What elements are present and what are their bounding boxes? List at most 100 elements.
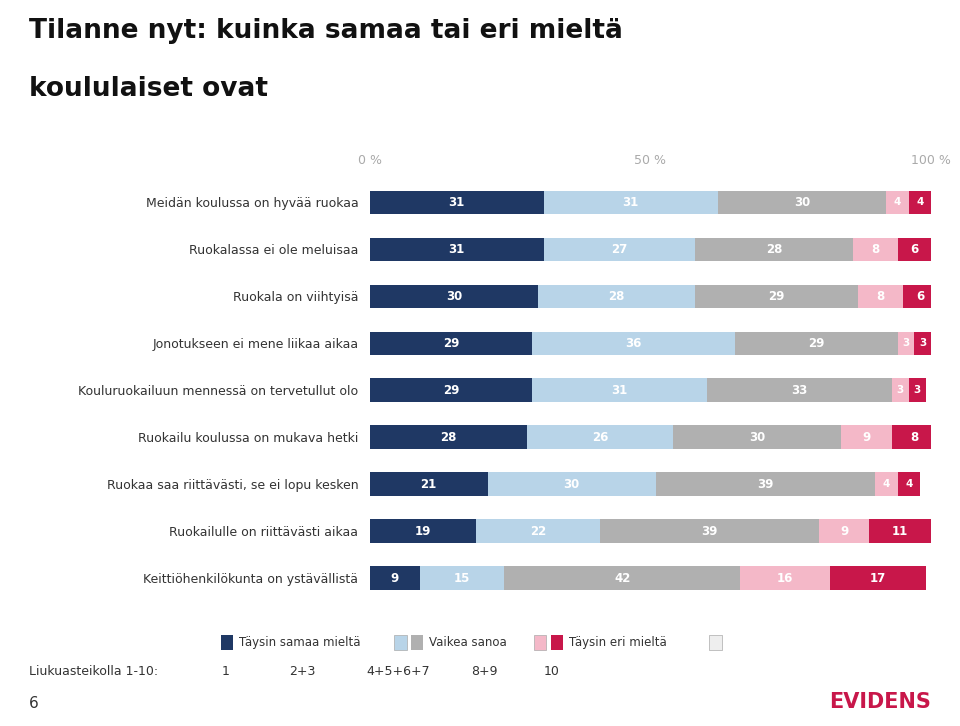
- Bar: [533, 378, 707, 402]
- Bar: [898, 237, 931, 261]
- Bar: [898, 473, 920, 496]
- Text: 8+9: 8+9: [471, 665, 498, 678]
- Text: 6: 6: [29, 696, 38, 711]
- Bar: [370, 378, 533, 402]
- Bar: [543, 191, 718, 214]
- Text: 26: 26: [591, 431, 608, 444]
- Bar: [830, 566, 925, 590]
- Bar: [538, 285, 695, 308]
- Bar: [370, 237, 543, 261]
- Bar: [370, 332, 533, 355]
- Text: 28: 28: [440, 431, 456, 444]
- Bar: [898, 332, 914, 355]
- Text: 8: 8: [910, 431, 919, 444]
- Bar: [886, 191, 909, 214]
- Bar: [695, 285, 858, 308]
- Bar: [476, 519, 600, 543]
- Bar: [718, 191, 886, 214]
- Text: 28: 28: [609, 290, 625, 303]
- Bar: [420, 566, 504, 590]
- Bar: [734, 332, 898, 355]
- Bar: [740, 566, 830, 590]
- Bar: [841, 425, 892, 449]
- Text: 11: 11: [892, 525, 908, 537]
- Text: koululaiset ovat: koululaiset ovat: [29, 76, 268, 102]
- Bar: [370, 566, 420, 590]
- Text: 33: 33: [791, 384, 807, 396]
- Text: Tilanne nyt: kuinka samaa tai eri mieltä: Tilanne nyt: kuinka samaa tai eri mieltä: [29, 18, 623, 44]
- Text: 31: 31: [612, 384, 628, 396]
- Text: 3: 3: [897, 386, 904, 395]
- Text: 30: 30: [749, 431, 765, 444]
- Text: 4+5+6+7: 4+5+6+7: [367, 665, 430, 678]
- Bar: [909, 378, 925, 402]
- Text: Vaikea sanoa: Vaikea sanoa: [429, 636, 507, 649]
- Text: 6: 6: [910, 243, 919, 256]
- Text: 3: 3: [914, 386, 921, 395]
- Bar: [819, 519, 870, 543]
- Text: 29: 29: [808, 337, 825, 350]
- Bar: [656, 473, 875, 496]
- Bar: [892, 378, 909, 402]
- Bar: [504, 566, 740, 590]
- Text: EVIDENS: EVIDENS: [829, 692, 931, 712]
- Bar: [875, 473, 898, 496]
- Bar: [909, 191, 931, 214]
- Text: Täysin eri mieltä: Täysin eri mieltä: [568, 636, 666, 649]
- Text: 42: 42: [614, 571, 631, 584]
- Text: 21: 21: [420, 478, 437, 491]
- Text: 19: 19: [415, 525, 431, 537]
- Text: 27: 27: [612, 243, 628, 256]
- Text: 31: 31: [448, 196, 465, 209]
- Bar: [852, 237, 898, 261]
- Text: 9: 9: [391, 571, 399, 584]
- Text: 30: 30: [794, 196, 810, 209]
- Text: 1: 1: [222, 665, 229, 678]
- Text: 28: 28: [766, 243, 782, 256]
- Text: 2+3: 2+3: [289, 665, 316, 678]
- Text: 30: 30: [445, 290, 462, 303]
- Text: 3: 3: [919, 338, 926, 348]
- Text: 3: 3: [902, 338, 909, 348]
- Text: 8: 8: [871, 243, 879, 256]
- Bar: [870, 519, 931, 543]
- Text: 31: 31: [623, 196, 638, 209]
- Text: 9: 9: [840, 525, 849, 537]
- Bar: [370, 191, 543, 214]
- Text: 29: 29: [443, 384, 459, 396]
- Text: 4: 4: [894, 197, 901, 208]
- Text: 4: 4: [905, 479, 912, 489]
- Text: 39: 39: [701, 525, 717, 537]
- Text: 17: 17: [870, 571, 886, 584]
- Text: Täysin samaa mieltä: Täysin samaa mieltä: [239, 636, 361, 649]
- Bar: [903, 285, 937, 308]
- Bar: [370, 425, 527, 449]
- Bar: [695, 237, 852, 261]
- Bar: [488, 473, 656, 496]
- Text: 22: 22: [530, 525, 546, 537]
- Text: 36: 36: [625, 337, 641, 350]
- Text: 29: 29: [443, 337, 459, 350]
- Bar: [707, 378, 892, 402]
- Text: 16: 16: [777, 571, 793, 584]
- Bar: [370, 473, 488, 496]
- Bar: [914, 332, 931, 355]
- Text: 8: 8: [876, 290, 885, 303]
- Text: 9: 9: [862, 431, 871, 444]
- Text: 4: 4: [916, 197, 924, 208]
- Text: 10: 10: [544, 665, 560, 678]
- Bar: [370, 519, 476, 543]
- Bar: [370, 285, 538, 308]
- Text: 31: 31: [448, 243, 465, 256]
- Text: 15: 15: [454, 571, 470, 584]
- Text: 29: 29: [769, 290, 785, 303]
- Text: 39: 39: [757, 478, 774, 491]
- Bar: [673, 425, 841, 449]
- Bar: [533, 332, 734, 355]
- Bar: [858, 285, 903, 308]
- Bar: [527, 425, 673, 449]
- Text: 6: 6: [916, 290, 924, 303]
- Bar: [892, 425, 937, 449]
- Text: Liukuasteikolla 1-10:: Liukuasteikolla 1-10:: [29, 665, 158, 678]
- Text: 30: 30: [564, 478, 580, 491]
